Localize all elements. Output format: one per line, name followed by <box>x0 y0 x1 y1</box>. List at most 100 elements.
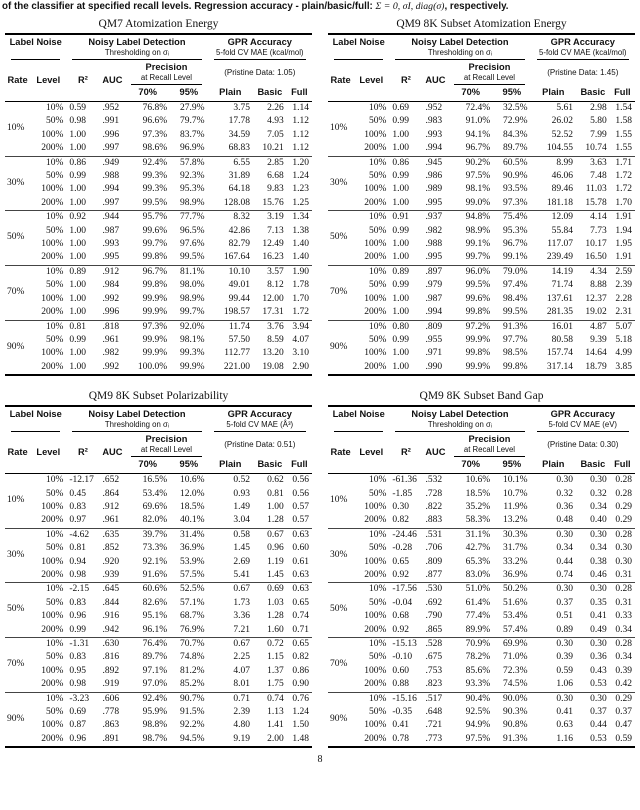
table-row: 10% 10% 0.69 .952 72.4% 32.5% 5.61 2.98 1.54 <box>328 102 635 133</box>
precision-95-cell: 97.6% <box>180 239 205 250</box>
level-cell: 100% <box>41 556 64 567</box>
col-header-rate: Rate <box>5 432 31 475</box>
precision-70-cell: 95.1% <box>142 611 168 622</box>
r2-cell: 0.97 <box>69 515 87 526</box>
table-row: 50% 10% 0.91.937 94.8% 75.4% 12.09 4.14 1.91 <box>328 210 635 266</box>
mae-plain-cell: 82.79 <box>228 239 250 250</box>
mae-full-cell: 0.31 <box>615 569 632 580</box>
mae-full-cell: 1.24 <box>292 707 309 718</box>
precision-70-cell: 98.8% <box>142 720 168 731</box>
level-cell: 50% <box>45 543 64 554</box>
level-cell: 10% <box>30 155 67 171</box>
mae-plain-cell: 3.75 <box>233 103 250 113</box>
auc-cell: .939 <box>102 569 120 580</box>
mae-full-cell: 2.39 <box>615 280 632 291</box>
precision-95-cell: 11.9% <box>503 501 528 512</box>
mae-basic-cell: 0.40 <box>590 515 607 526</box>
mae-full-cell: 0.76 <box>286 691 312 707</box>
r2-cell: 0.96 <box>69 733 87 744</box>
mae-full-cell: 0.63 <box>286 582 312 597</box>
mae-basic-cell: 12.37 <box>585 293 607 304</box>
precision-95-cell: 74.5% <box>503 679 528 690</box>
auc-cell: .790 <box>425 611 443 622</box>
precision-95-cell: 68.7% <box>180 611 205 622</box>
table-row: 200% 1.00 .994 96.7% 89.7% 104.55 10.74 1.55 <box>328 142 635 156</box>
level-cell: 10% <box>30 527 67 543</box>
mae-plain-cell: 104.55 <box>546 143 573 154</box>
precision-70-cell: 95.9% <box>142 707 168 718</box>
r2-cell: 1.00 <box>69 184 87 195</box>
level-cell: 200% <box>41 733 64 744</box>
mae-basic-cell: 0.62 <box>267 475 284 486</box>
mae-full-cell: 0.90 <box>292 679 309 690</box>
mae-full-cell: 0.57 <box>292 515 309 526</box>
r2-cell: 0.92 <box>392 624 410 635</box>
precision-70-cell: 99.8% <box>142 252 168 263</box>
auc-cell: .987 <box>425 293 443 304</box>
precision-70-cell: 89.7% <box>142 652 168 663</box>
auc-cell: .916 <box>102 611 120 622</box>
table-row: 200% 0.82 .883 58.3% 13.2% 0.48 0.40 0.29 <box>328 514 635 528</box>
precision-70-cell: 99.9% <box>142 334 168 345</box>
auc-cell: .823 <box>425 679 443 690</box>
precision-70-cell: 96.0% <box>448 264 494 280</box>
precision-95-cell: 98.9% <box>180 293 205 304</box>
mae-full-cell: 0.29 <box>615 501 632 512</box>
auc-cell: .995 <box>425 197 443 208</box>
mae-full-cell: 0.65 <box>286 637 312 652</box>
level-cell: 50% <box>45 225 64 236</box>
mae-plain-cell: 6.55 <box>207 155 253 171</box>
level-cell: 200% <box>364 307 387 318</box>
level-cell: 100% <box>364 556 387 567</box>
precision-95-cell: 92.3% <box>180 171 205 182</box>
table-row: 200% 1.00 .996 99.9% 99.7% 198.57 17.31 1.72 <box>5 306 312 320</box>
r2-cell: 0.88 <box>392 679 410 690</box>
level-cell: 100% <box>41 501 64 512</box>
precision-95-cell: 72.3% <box>503 665 528 676</box>
table-qm9-band-gap: QM9 8K Subset Band Gap Label Noise Noisy … <box>328 388 635 749</box>
mae-basic-cell: 0.36 <box>590 652 607 663</box>
level-cell: 200% <box>364 143 387 154</box>
mae-plain-cell: 0.36 <box>556 501 573 512</box>
col-header-rate: Rate <box>5 60 31 102</box>
precision-70-cell: 99.9% <box>465 361 491 372</box>
precision-95-cell: 32.5% <box>503 103 528 113</box>
precision-70-cell: 70.9% <box>448 637 494 652</box>
r2-cell: 1.00 <box>392 293 410 304</box>
level-cell: 10% <box>353 319 390 334</box>
precision-70-cell: 99.9% <box>465 334 491 345</box>
mae-full-cell: 1.23 <box>292 184 309 195</box>
mae-full-cell: 1.34 <box>286 210 312 225</box>
mae-basic-cell: 4.87 <box>576 319 610 334</box>
auc-cell: .989 <box>425 184 443 195</box>
level-cell: 200% <box>41 252 64 263</box>
precision-95-cell: 93.5% <box>503 184 528 195</box>
table-row: 200% 1.00 .990 99.9% 99.8% 317.14 18.79 3.85 <box>328 361 635 375</box>
r2-cell: -0.28 <box>392 543 413 554</box>
mae-basic-cell: 0.44 <box>590 720 607 731</box>
mae-plain-cell: 0.89 <box>556 624 573 635</box>
rate-cell: 50% <box>5 210 31 266</box>
auc-cell: .996 <box>102 129 120 140</box>
mae-plain-cell: 31.89 <box>228 171 250 182</box>
r2-cell: -15.13 <box>389 637 423 652</box>
r2-cell: 0.92 <box>392 569 410 580</box>
mae-full-cell: 0.65 <box>292 597 309 608</box>
mae-basic-cell: 0.32 <box>590 488 607 499</box>
table-row: 100% 0.60 .753 85.6% 72.3% 0.59 0.43 0.39 <box>328 665 635 678</box>
r2-cell: 0.99 <box>69 334 87 345</box>
precision-95-cell: 77.7% <box>170 210 208 225</box>
precision-95-cell: 85.2% <box>180 679 205 690</box>
precision-95-cell: 10.1% <box>503 475 528 486</box>
precision-70-cell: 94.9% <box>465 720 491 731</box>
auc-cell: .994 <box>425 307 443 318</box>
mae-plain-cell: 239.49 <box>546 252 573 263</box>
table-row: 50% 0.99 .955 99.9% 97.7% 80.58 9.39 5.18 <box>328 334 635 347</box>
precision-70-cell: 99.9% <box>142 348 168 359</box>
mae-full-cell: 2.59 <box>609 264 635 280</box>
mae-full-cell: 1.12 <box>292 116 309 127</box>
r2-cell: 1.00 <box>69 197 87 208</box>
precision-95-cell: 79.0% <box>493 264 531 280</box>
r2-cell: 1.00 <box>392 184 410 195</box>
precision-95-cell: 10.7% <box>503 488 528 499</box>
